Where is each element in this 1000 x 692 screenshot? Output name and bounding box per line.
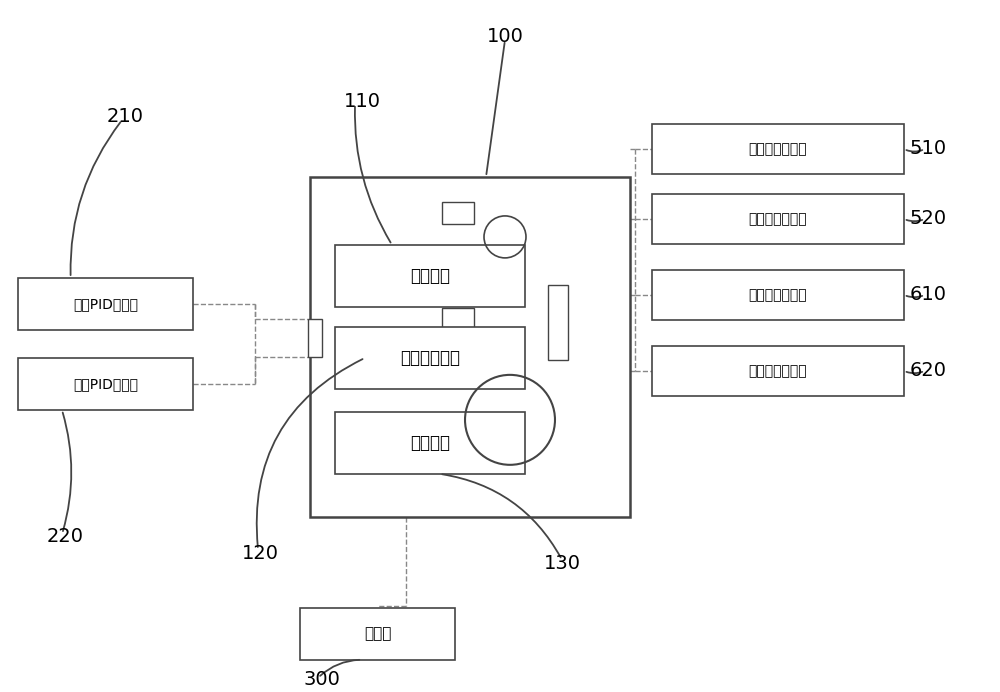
- Bar: [442, 202, 474, 224]
- Text: 蓄电池: 蓄电池: [364, 626, 391, 641]
- Bar: [308, 319, 322, 357]
- Bar: [335, 327, 525, 389]
- Bar: [652, 124, 904, 174]
- Bar: [335, 245, 525, 307]
- Text: 第一风力发电机: 第一风力发电机: [749, 142, 807, 156]
- Text: 第二PID传感器: 第二PID传感器: [73, 377, 138, 391]
- Bar: [548, 285, 568, 360]
- Text: 100: 100: [487, 28, 523, 46]
- Text: 620: 620: [909, 361, 946, 381]
- Bar: [652, 346, 904, 396]
- Text: 520: 520: [909, 210, 946, 228]
- Text: 第二温差发电片: 第二温差发电片: [749, 364, 807, 378]
- Text: 220: 220: [47, 527, 84, 546]
- Bar: [652, 270, 904, 320]
- Text: 510: 510: [909, 140, 946, 158]
- Text: 第一PID传感器: 第一PID传感器: [73, 297, 138, 311]
- Bar: [442, 308, 474, 330]
- Bar: [18, 278, 193, 330]
- Text: 120: 120: [242, 545, 279, 563]
- Text: 转换模块: 转换模块: [410, 434, 450, 452]
- Text: 130: 130: [543, 554, 580, 573]
- Bar: [335, 412, 525, 474]
- Text: 210: 210: [107, 107, 144, 127]
- Text: 微控制器: 微控制器: [410, 267, 450, 285]
- Text: 第一温差发电片: 第一温差发电片: [749, 288, 807, 302]
- Bar: [300, 608, 455, 659]
- Text: 无线传送模块: 无线传送模块: [400, 349, 460, 367]
- Text: 第二风力发电机: 第二风力发电机: [749, 212, 807, 226]
- Text: 300: 300: [304, 671, 341, 689]
- Bar: [18, 358, 193, 410]
- Bar: [652, 194, 904, 244]
- Bar: [310, 177, 630, 517]
- Text: 610: 610: [909, 285, 946, 304]
- Text: 110: 110: [344, 93, 381, 111]
